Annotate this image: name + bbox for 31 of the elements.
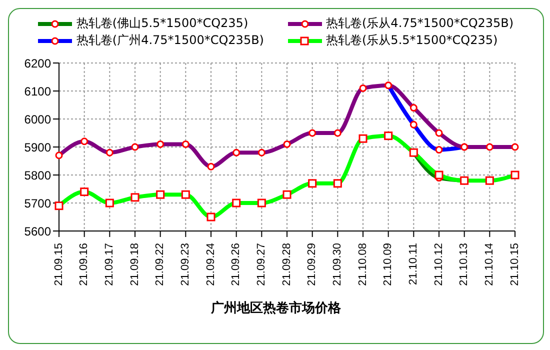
legend-label: 热轧卷(乐从4.75*1500*CQ235B) [326,15,514,32]
x-tick-label: 21.09.24 [204,243,217,286]
text: 广州地区热卷市场价格 [210,300,342,317]
x-tick-label: 21.09.26 [230,243,242,286]
x-tick-label: 21.09.30 [332,243,344,286]
x-tick-label: 21.10.11 [408,243,420,286]
x-tick-label: 21.10.15 [508,243,521,286]
x-tick-label: 21.09.23 [180,243,192,286]
y-tick-label: 5700 [24,196,52,210]
x-tick-label: 21.10.14 [484,243,496,286]
x-tick-label: 21.09.17 [104,243,116,286]
y-tick-label: 5900 [24,140,52,154]
legend-label: 热轧卷(乐从5.5*1500*CQ235) [326,32,498,49]
x-tick-label: 21.10.13 [458,243,470,286]
x-tick-label: 21.09.16 [78,243,90,286]
x-tick-label: 21.10.12 [432,243,445,286]
x-tick-label: 21.09.22 [154,243,166,286]
legend-label: 热轧卷(佛山5.5*1500*CQ235) [76,15,248,32]
x-tick-label: 21.10.09 [382,243,394,286]
y-tick-label: 5800 [24,168,52,182]
y-tick-label: 5600 [24,224,52,238]
x-tick-label: 21.09.27 [256,243,268,286]
y-tick-label: 6100 [24,84,52,98]
x-tick-label: 21.09.28 [280,243,293,286]
x-tick-label: 21.10.08 [356,243,369,286]
x-tick-label: 21.09.18 [128,243,141,286]
x-tick-label: 21.09.15 [52,243,65,286]
y-tick-label: 6200 [24,56,52,70]
x-tick-label: 21.09.29 [306,243,318,286]
legend-label: 热轧卷(广州4.75*1500*CQ235B) [76,32,264,49]
y-tick-label: 6000 [24,112,52,126]
